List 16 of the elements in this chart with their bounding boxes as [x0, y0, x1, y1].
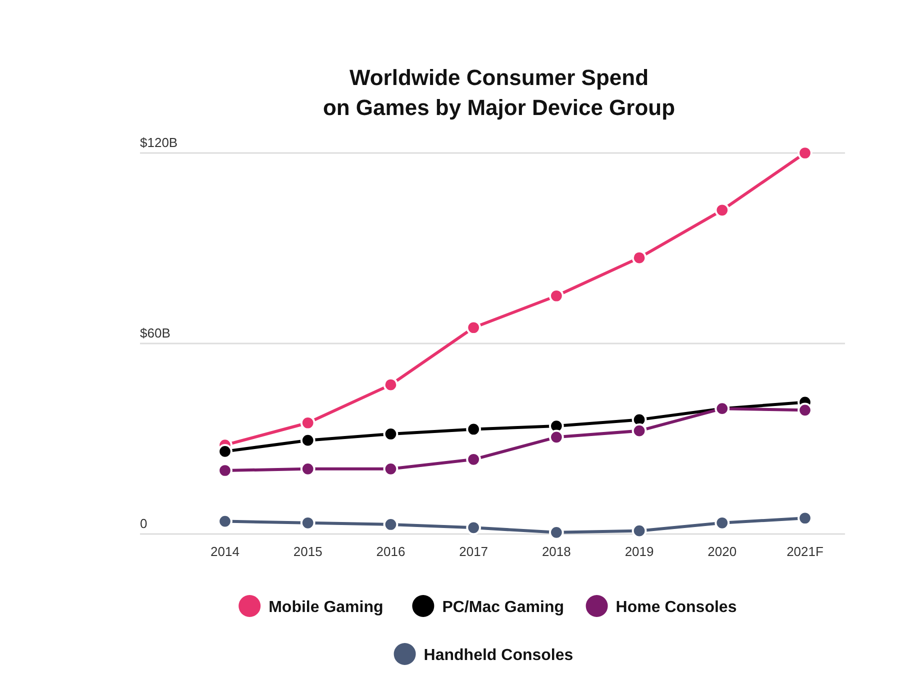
- legend-label: Mobile Gaming: [268, 599, 384, 616]
- legend-label: Handheld Consoles: [424, 647, 574, 664]
- chart-title: Worldwide Consumer Spend on Games by Major Device Group: [322, 65, 676, 120]
- legend-label: PC/Mac Gaming: [442, 599, 564, 616]
- x-tick-label: 2015: [293, 544, 322, 559]
- x-tick-label: 2014: [210, 544, 240, 559]
- legend-label: Home Consoles: [616, 599, 737, 616]
- x-tick-label: 2018: [542, 544, 571, 559]
- y-tick-label: $60B: [140, 326, 170, 340]
- x-tick-label: 2021F: [786, 544, 824, 559]
- x-tick-label: 2019: [624, 544, 654, 559]
- y-tick-label: 0: [140, 516, 148, 531]
- y-tick-label: $120B: [140, 135, 178, 150]
- x-tick-label: 2017: [459, 544, 488, 559]
- x-tick-label: 2016: [376, 544, 406, 559]
- x-tick-label: 2020: [708, 544, 737, 559]
